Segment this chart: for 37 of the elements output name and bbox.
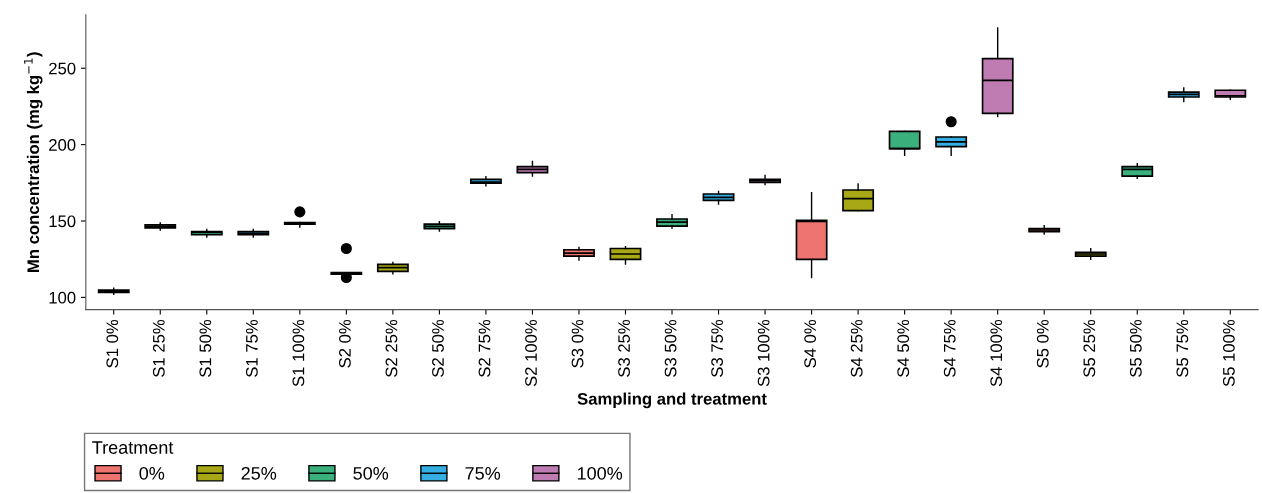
x-tick-label: S2 25% bbox=[385, 319, 398, 377]
x-axis-title: Sampling and treatment bbox=[577, 392, 767, 409]
x-tick-label: S2 0% bbox=[339, 319, 351, 368]
x-tick-label: S5 75% bbox=[1176, 319, 1189, 377]
legend-label: 0% bbox=[139, 466, 165, 480]
x-tick-label: S4 25% bbox=[850, 319, 863, 377]
y-axis-title: Mn concentration (mg kg$^{−1}$) bbox=[24, 52, 43, 272]
x-tick-label: S4 100% bbox=[990, 319, 1003, 387]
x-tick-label: S2 100% bbox=[525, 319, 537, 387]
x-tick-label: S3 0% bbox=[571, 319, 584, 368]
y-tick-label: 200 bbox=[49, 139, 76, 151]
x-tick-label: S4 75% bbox=[943, 319, 956, 377]
x-tick-label: S3 25% bbox=[618, 319, 630, 377]
x-tick-label: S1 75% bbox=[245, 319, 258, 377]
y-tick-label: 150 bbox=[49, 215, 76, 228]
y-tick-label: 250 bbox=[49, 62, 76, 75]
x-tick-label: S1 100% bbox=[292, 319, 305, 387]
x-tick-label: S2 75% bbox=[478, 319, 491, 377]
x-tick-label: S3 50% bbox=[664, 319, 677, 377]
legend-label: 25% bbox=[241, 466, 277, 480]
x-tick-label: S1 50% bbox=[199, 319, 212, 377]
legend-label: 75% bbox=[465, 467, 501, 480]
x-tick-label: S4 50% bbox=[897, 319, 910, 377]
x-tick-label: S5 100% bbox=[1222, 319, 1235, 387]
y-tick-label: 100 bbox=[49, 291, 76, 304]
x-tick-label: S4 0% bbox=[804, 319, 817, 368]
x-tick-label: S2 50% bbox=[432, 319, 444, 377]
x-tick-label: S5 50% bbox=[1129, 319, 1142, 377]
legend-label: 50% bbox=[353, 466, 389, 480]
x-tick-label: S5 0% bbox=[1036, 319, 1049, 368]
legend-label: 100% bbox=[577, 466, 623, 480]
x-tick-label: S3 100% bbox=[757, 319, 770, 387]
legend-title: Treatment bbox=[92, 441, 174, 454]
x-tick-label: S5 25% bbox=[1083, 319, 1096, 377]
x-tick-label: S1 25% bbox=[152, 319, 165, 377]
x-tick-label: S1 0% bbox=[106, 319, 119, 368]
x-tick-label: S3 75% bbox=[711, 319, 724, 377]
